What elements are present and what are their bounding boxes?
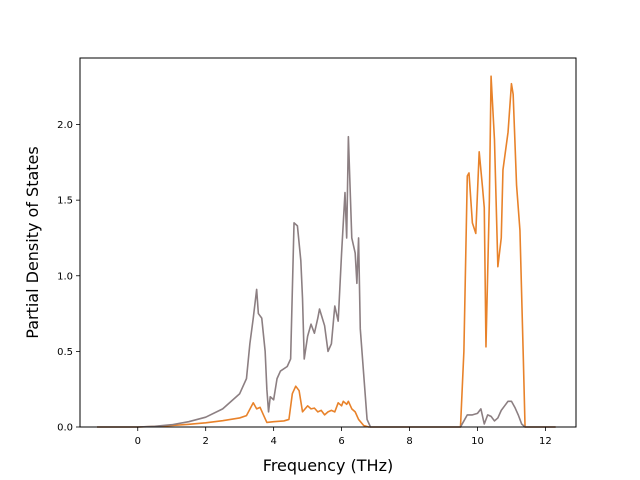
y-tick-label: 0.0	[57, 423, 73, 434]
series-line-1	[96, 75, 556, 428]
x-tick-label: 8	[406, 436, 412, 447]
y-tick-label: 2.0	[57, 120, 73, 131]
y-tick-label: 1.5	[57, 196, 73, 207]
x-tick-label: 12	[539, 436, 552, 447]
series-layer	[96, 75, 556, 428]
x-tick-label: 4	[270, 436, 276, 447]
x-tick-label: 2	[203, 436, 209, 447]
y-tick-label: 0.5	[57, 347, 73, 358]
y-axis-label: Partial Density of States	[23, 146, 42, 338]
series-line-2	[96, 135, 556, 428]
y-tick-label: 1.0	[57, 271, 73, 282]
x-axis-label: Frequency (THz)	[263, 456, 393, 475]
plot-frame	[79, 57, 577, 428]
x-tick-label: 10	[471, 436, 484, 447]
y-axis-ticks: 0.0 0.5 1.0 1.5 2.0	[57, 120, 80, 434]
x-tick-label: 6	[338, 436, 344, 447]
x-axis-ticks: 0 2 4 6 8 10 12	[135, 427, 552, 447]
x-tick-label: 0	[135, 436, 141, 447]
